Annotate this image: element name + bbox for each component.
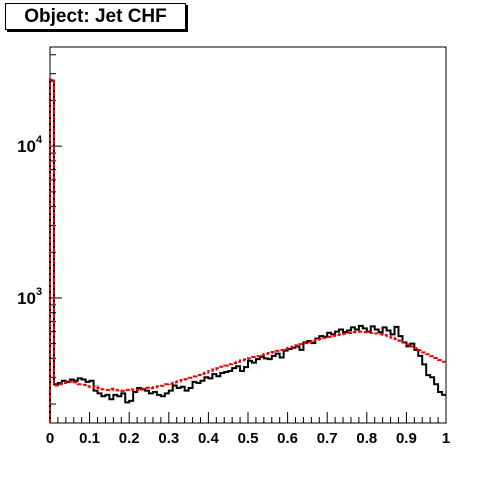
y-tick-exponent: 4 <box>36 134 43 146</box>
x-tick-label: 0.5 <box>238 430 259 447</box>
histogram-series-2 <box>49 78 446 423</box>
x-tick-label: 0.3 <box>158 430 179 447</box>
y-tick-label: 10 <box>17 137 36 156</box>
x-tick-label: 0.1 <box>79 430 100 447</box>
series-layer <box>49 78 446 423</box>
x-tick-label: 0.9 <box>396 430 417 447</box>
x-tick-label: 0.4 <box>198 430 220 447</box>
chart-title: Object: Jet CHF <box>5 3 186 30</box>
x-tick-label: 1 <box>442 430 450 447</box>
x-tick-label: 0.8 <box>356 430 377 447</box>
x-tick-label: 0.2 <box>119 430 140 447</box>
x-tick-label: 0.7 <box>317 430 338 447</box>
x-axis: 0 0.1 0.2 0.3 0.4 0.5 0.6 0.7 0.8 0.9 1 <box>46 412 450 447</box>
x-tick-label: 0 <box>46 430 54 447</box>
histogram-series-1 <box>49 79 446 423</box>
x-tick-label: 0.6 <box>277 430 298 447</box>
y-tick-exponent: 3 <box>36 286 42 298</box>
y-tick-label: 10 <box>17 289 36 308</box>
